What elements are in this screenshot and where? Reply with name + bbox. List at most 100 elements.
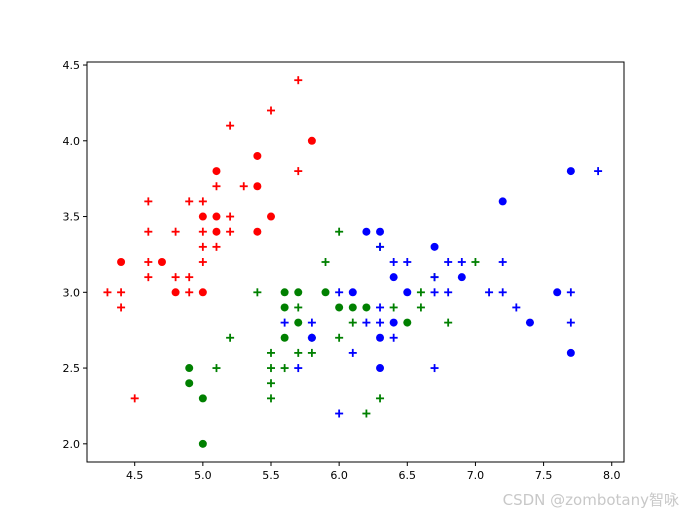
data-point-plus-series-3 [416,288,425,297]
data-point-plus-series-5 [430,273,439,282]
data-point-plus-series-3 [389,303,398,312]
x-tick-label: 7.0 [467,469,485,482]
data-point-plus-series-3 [335,333,344,342]
x-tick-label: 5.0 [194,469,212,482]
y-tick-label: 4.5 [63,59,81,72]
data-point-circle-series-2 [280,303,289,312]
data-point-circle-series-0 [212,167,221,176]
data-point-plus-series-1 [198,227,207,236]
data-point-plus-series-1 [130,394,139,403]
data-point-circle-series-2 [335,303,344,312]
data-point-circle-series-4 [403,288,412,297]
data-point-plus-series-5 [498,288,507,297]
data-point-plus-series-5 [376,318,385,327]
data-point-plus-series-5 [444,258,453,266]
data-point-circle-series-0 [212,212,221,221]
data-point-circle-series-4 [389,318,398,327]
data-point-plus-series-5 [498,258,507,266]
data-point-plus-series-1 [212,182,221,191]
data-point-circle-series-4 [376,227,385,236]
data-point-plus-series-1 [171,273,180,282]
data-point-circle-series-4 [362,227,371,236]
data-point-plus-series-3 [226,333,235,342]
data-point-plus-series-3 [444,318,453,327]
data-point-circle-series-0 [253,151,262,160]
data-point-plus-series-1 [185,197,194,206]
data-point-plus-series-3 [266,364,275,373]
data-point-plus-series-1 [239,182,248,191]
data-point-plus-series-3 [416,303,425,312]
data-point-plus-series-1 [185,273,194,282]
data-point-plus-series-3 [362,409,371,418]
data-point-circle-series-0 [198,288,207,297]
data-point-plus-series-3 [294,348,303,357]
data-point-circle-series-4 [553,288,562,297]
x-tick-label: 8.0 [603,469,621,482]
data-point-plus-series-5 [512,303,521,312]
data-point-circle-series-0 [157,258,166,266]
data-point-plus-series-1 [294,167,303,176]
x-tick-label: 6.0 [330,469,348,482]
data-point-plus-series-5 [430,364,439,373]
data-point-circle-series-2 [362,303,371,312]
data-point-plus-series-3 [280,364,289,373]
data-point-plus-series-5 [335,288,344,297]
data-point-plus-series-3 [294,303,303,312]
data-point-plus-series-1 [171,227,180,236]
data-point-circle-series-2 [280,333,289,342]
data-point-plus-series-1 [144,197,153,206]
data-point-plus-series-5 [376,242,385,251]
data-point-plus-series-3 [253,288,262,297]
data-point-circle-series-2 [294,288,303,297]
data-point-circle-series-2 [185,364,194,373]
data-point-circle-series-2 [185,379,194,388]
data-point-circle-series-4 [457,273,466,282]
data-point-plus-series-3 [321,258,330,266]
data-point-plus-series-5 [566,318,575,327]
data-point-plus-series-1 [117,303,126,312]
data-point-circle-series-4 [566,348,575,357]
axis-ticks: 4.5 5.0 5.5 6.0 6.5 7.0 7.5 8.0 2.0 2.5 3.0 3.5 4.0 4… [63,59,621,482]
data-point-plus-series-3 [471,258,480,266]
data-point-circle-series-2 [403,318,412,327]
data-point-plus-series-5 [457,258,466,266]
data-point-circle-series-4 [525,318,534,327]
data-point-plus-series-5 [376,303,385,312]
data-point-plus-series-1 [294,76,303,85]
data-point-plus-series-5 [307,318,316,327]
y-tick-label: 2.0 [63,438,81,451]
watermark: CSDN @zombotany智咏 [502,491,679,509]
data-point-plus-series-5 [362,318,371,327]
data-point-circle-series-0 [266,212,275,221]
data-point-plus-series-1 [266,106,275,115]
data-point-plus-series-5 [389,258,398,266]
data-point-plus-series-1 [117,288,126,297]
data-point-circle-series-4 [430,242,439,251]
data-point-plus-series-5 [430,288,439,297]
data-point-circle-series-4 [348,288,357,297]
data-point-circle-series-4 [376,333,385,342]
data-point-plus-series-3 [307,348,316,357]
data-point-plus-series-3 [348,318,357,327]
data-point-plus-series-5 [403,258,412,266]
data-point-circle-series-0 [198,212,207,221]
y-tick-label: 4.0 [63,135,81,148]
data-point-circle-series-4 [566,167,575,176]
data-point-circle-series-2 [348,303,357,312]
y-tick-label: 3.5 [63,211,81,224]
data-point-plus-series-1 [198,197,207,206]
data-point-plus-series-5 [444,288,453,297]
data-point-plus-series-5 [566,288,575,297]
data-point-circle-series-0 [171,288,180,297]
data-point-plus-series-5 [294,364,303,373]
data-point-plus-series-1 [198,258,207,266]
data-point-circle-series-0 [307,136,316,145]
data-point-plus-series-1 [144,227,153,236]
data-point-plus-series-3 [266,348,275,357]
data-point-circle-series-2 [280,288,289,297]
data-point-circle-series-4 [307,333,316,342]
x-tick-label: 4.5 [126,469,144,482]
data-point-plus-series-1 [226,212,235,221]
data-point-circle-series-2 [198,439,207,448]
